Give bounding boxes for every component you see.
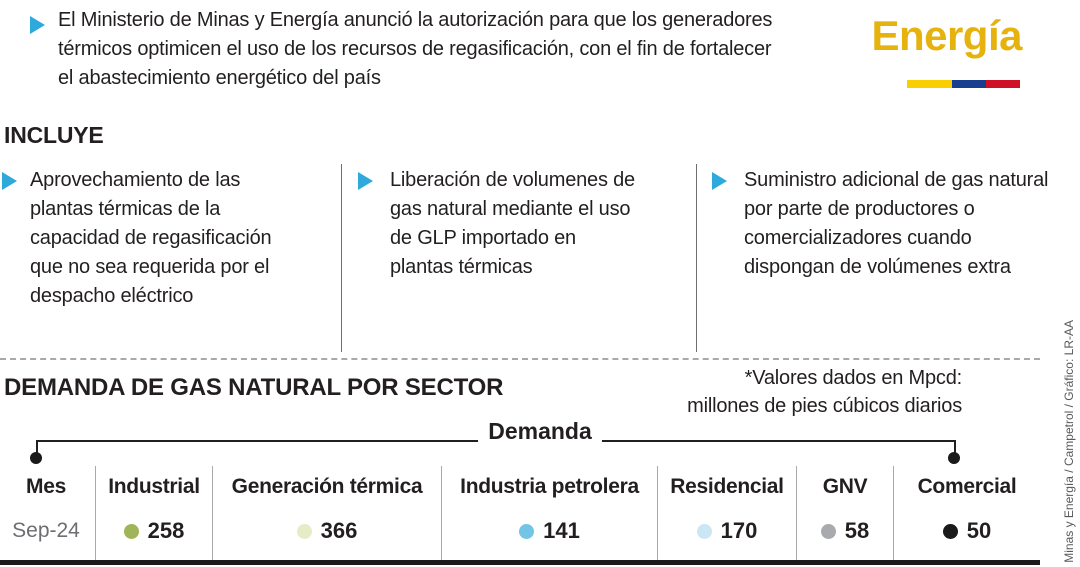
- section-title-demanda: DEMANDA DE GAS NATURAL POR SECTOR: [4, 374, 504, 401]
- bracket-endpoint-dot-right: [948, 452, 960, 464]
- gnv-dot-icon: [820, 523, 836, 539]
- intro-text: El Ministerio de Minas y Energía anunció…: [58, 9, 773, 89]
- table-column-divider: [657, 466, 658, 562]
- table-bottom-rule: [0, 560, 1040, 565]
- col-header-gnv: GNV: [822, 475, 868, 498]
- bracket-line-right: [602, 440, 956, 442]
- cell-industria-petrolera: 141: [442, 508, 657, 554]
- generacion-termica-value: 366: [320, 518, 358, 543]
- industria-petrolera-dot-icon: [519, 523, 535, 539]
- unit-note-line2: millones de pies cúbicos diarios: [687, 395, 962, 417]
- bracket-stub-right: [954, 440, 956, 456]
- incluye-item-1: Aprovechamiento de las plantas térmicas …: [30, 169, 272, 307]
- cell-mes: Sep-24: [0, 508, 92, 554]
- table-column-divider: [893, 466, 894, 562]
- incluye-item-3: Suministro adicional de gas natural por …: [744, 169, 1049, 278]
- table-column-divider: [212, 466, 213, 562]
- col-header-generacion-termica: Generación térmica: [231, 475, 423, 498]
- bracket-label: Demanda: [488, 418, 592, 444]
- column-divider: [696, 164, 697, 352]
- industria-petrolera-value: 141: [543, 518, 580, 543]
- industrial-value: 258: [147, 518, 185, 543]
- table-column-divider: [796, 466, 797, 562]
- bullet-triangle-icon: [2, 172, 17, 190]
- bullet-triangle-icon: [712, 172, 727, 190]
- cell-gnv: 58: [797, 508, 893, 554]
- residencial-dot-icon: [696, 523, 712, 539]
- residencial-value: 170: [720, 518, 758, 543]
- table-column-divider: [441, 466, 442, 562]
- bullet-triangle-icon: [30, 16, 45, 34]
- bracket-stub-left: [36, 440, 38, 456]
- flag-yellow-segment: [907, 80, 952, 88]
- bracket-endpoint-dot-left: [30, 452, 42, 464]
- col-header-residencial: Residencial: [670, 475, 784, 498]
- col-header-mes: Mes: [26, 475, 66, 498]
- dashed-divider: [0, 358, 1040, 360]
- brand-title: Energía: [871, 12, 1022, 59]
- comercial-dot-icon: [942, 523, 958, 539]
- cell-comercial: 50: [894, 508, 1040, 554]
- generacion-termica-dot-icon: [296, 523, 312, 539]
- column-divider: [341, 164, 342, 352]
- section-title-incluye: INCLUYE: [4, 122, 104, 148]
- table-column-divider: [95, 466, 96, 562]
- bracket-line-left: [36, 440, 478, 442]
- flag-red-segment: [986, 80, 1020, 88]
- cell-industrial: 258: [96, 508, 212, 554]
- gnv-value: 58: [844, 518, 870, 543]
- bullet-triangle-icon: [358, 172, 373, 190]
- flag-blue-segment: [952, 80, 986, 88]
- industrial-dot-icon: [123, 523, 139, 539]
- col-header-industrial: Industrial: [108, 475, 200, 498]
- colombia-flag-bar: [907, 80, 1020, 88]
- cell-generacion-termica: 366: [213, 508, 441, 554]
- cell-residencial: 170: [658, 508, 796, 554]
- comercial-value: 50: [966, 518, 992, 543]
- unit-note-line1: *Valores dados en Mpcd:: [744, 367, 963, 389]
- incluye-item-2: Liberación de volumenes de gas natural m…: [390, 169, 635, 278]
- source-credit: Minas y Energía / Campetrol / Gráfico: L…: [1061, 320, 1076, 563]
- col-header-industria-petrolera: Industria petrolera: [460, 475, 639, 498]
- col-header-comercial: Comercial: [917, 475, 1017, 498]
- mes-value: Sep-24: [12, 519, 80, 542]
